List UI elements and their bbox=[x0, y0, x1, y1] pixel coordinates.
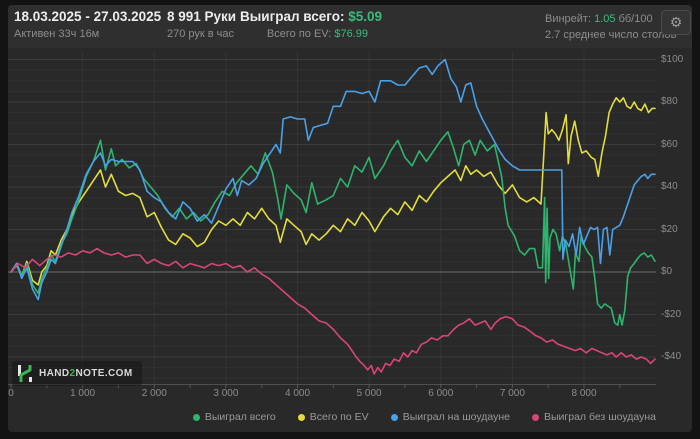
legend-item-2[interactable]: Выиграл на шоудауне bbox=[390, 411, 510, 423]
y-axis-label: -$40 bbox=[661, 351, 682, 362]
x-axis-label: 5 000 bbox=[356, 388, 382, 399]
x-axis-label: 4 000 bbox=[284, 388, 311, 399]
winrate-group: Винрейт: 1.05 бб/100 2.7 среднее число с… bbox=[545, 10, 677, 42]
legend-label: Всего по EV bbox=[309, 411, 369, 423]
won-total-row: Выиграл всего: $5.09 bbox=[240, 9, 382, 25]
y-axis-label: $80 bbox=[661, 96, 678, 107]
legend-item-0[interactable]: Выиграл всего bbox=[192, 411, 276, 423]
legend-item-1[interactable]: Всего по EV bbox=[297, 411, 369, 423]
winrate-row: Винрейт: 1.05 бб/100 bbox=[545, 13, 677, 26]
legend-label: Выиграл на шоудауне bbox=[402, 411, 510, 423]
chart-legend: Выиграл всего Всего по EV Выиграл на шоуда… bbox=[8, 411, 656, 423]
legend-dot bbox=[532, 413, 539, 421]
gear-icon: ⚙ bbox=[669, 14, 683, 31]
ev-total-value: $76.99 bbox=[334, 28, 368, 40]
y-axis-label: $40 bbox=[661, 181, 678, 192]
y-axis-label: $20 bbox=[661, 223, 678, 235]
y-axis-label: $60 bbox=[661, 138, 678, 150]
winnings-group: Выиграл всего: $5.09 Всего по EV: $76.99 bbox=[240, 9, 382, 41]
y-axis-label: $0 bbox=[661, 266, 673, 277]
legend-dot bbox=[192, 413, 200, 421]
header-bar bbox=[8, 5, 692, 48]
ev-total-row: Всего по EV: $76.99 bbox=[240, 28, 368, 41]
hands-total: 8 991 Руки bbox=[167, 9, 237, 24]
hand2note-logo: HAND2NOTE.COM bbox=[12, 361, 142, 386]
y-axis-label: $100 bbox=[661, 53, 684, 65]
legend-label: Выиграл всего bbox=[204, 411, 276, 423]
date-range-group: 18.03.2025 - 27.03.2025 Активен 33ч 16м bbox=[14, 9, 161, 41]
avg-tables: 2.7 среднее число столов bbox=[545, 29, 677, 41]
winrate-label: Винрейт: bbox=[545, 13, 592, 25]
date-range: 18.03.2025 - 27.03.2025 bbox=[14, 9, 162, 24]
active-time: Активен 33ч 16м bbox=[14, 28, 100, 40]
hands-per-hour: 270 рук в час bbox=[167, 28, 235, 40]
x-axis-label: 0 bbox=[8, 388, 14, 399]
x-axis-label: 1 000 bbox=[70, 388, 96, 399]
x-axis-label: 2 000 bbox=[141, 388, 167, 399]
hand2note-logo-icon bbox=[18, 365, 32, 382]
x-axis-label: 7 000 bbox=[499, 388, 525, 399]
hands-group: 8 991 Руки 270 рук в час bbox=[167, 9, 236, 41]
winrate-unit: бб/100 bbox=[618, 13, 653, 25]
ev-total-label: Всего по EV: bbox=[266, 28, 332, 40]
x-axis-label: 8 000 bbox=[571, 388, 597, 399]
x-axis-label: 6 000 bbox=[428, 388, 454, 399]
won-total-value: $5.09 bbox=[348, 9, 383, 24]
winrate-value: 1.05 bbox=[594, 13, 616, 25]
x-axis-label: 3 000 bbox=[213, 388, 239, 399]
y-axis-label: -$20 bbox=[661, 308, 682, 320]
legend-item-3[interactable]: Выиграл без шоудауна bbox=[532, 411, 656, 423]
settings-button[interactable]: ⚙ bbox=[661, 10, 691, 35]
won-total-label: Выиграл всего: bbox=[240, 9, 345, 24]
hand2note-logo-text: HAND2NOTE.COM bbox=[39, 368, 133, 379]
legend-label: Выиграл без шоудауна bbox=[544, 411, 656, 423]
legend-dot bbox=[390, 413, 398, 421]
legend-dot bbox=[297, 413, 305, 421]
